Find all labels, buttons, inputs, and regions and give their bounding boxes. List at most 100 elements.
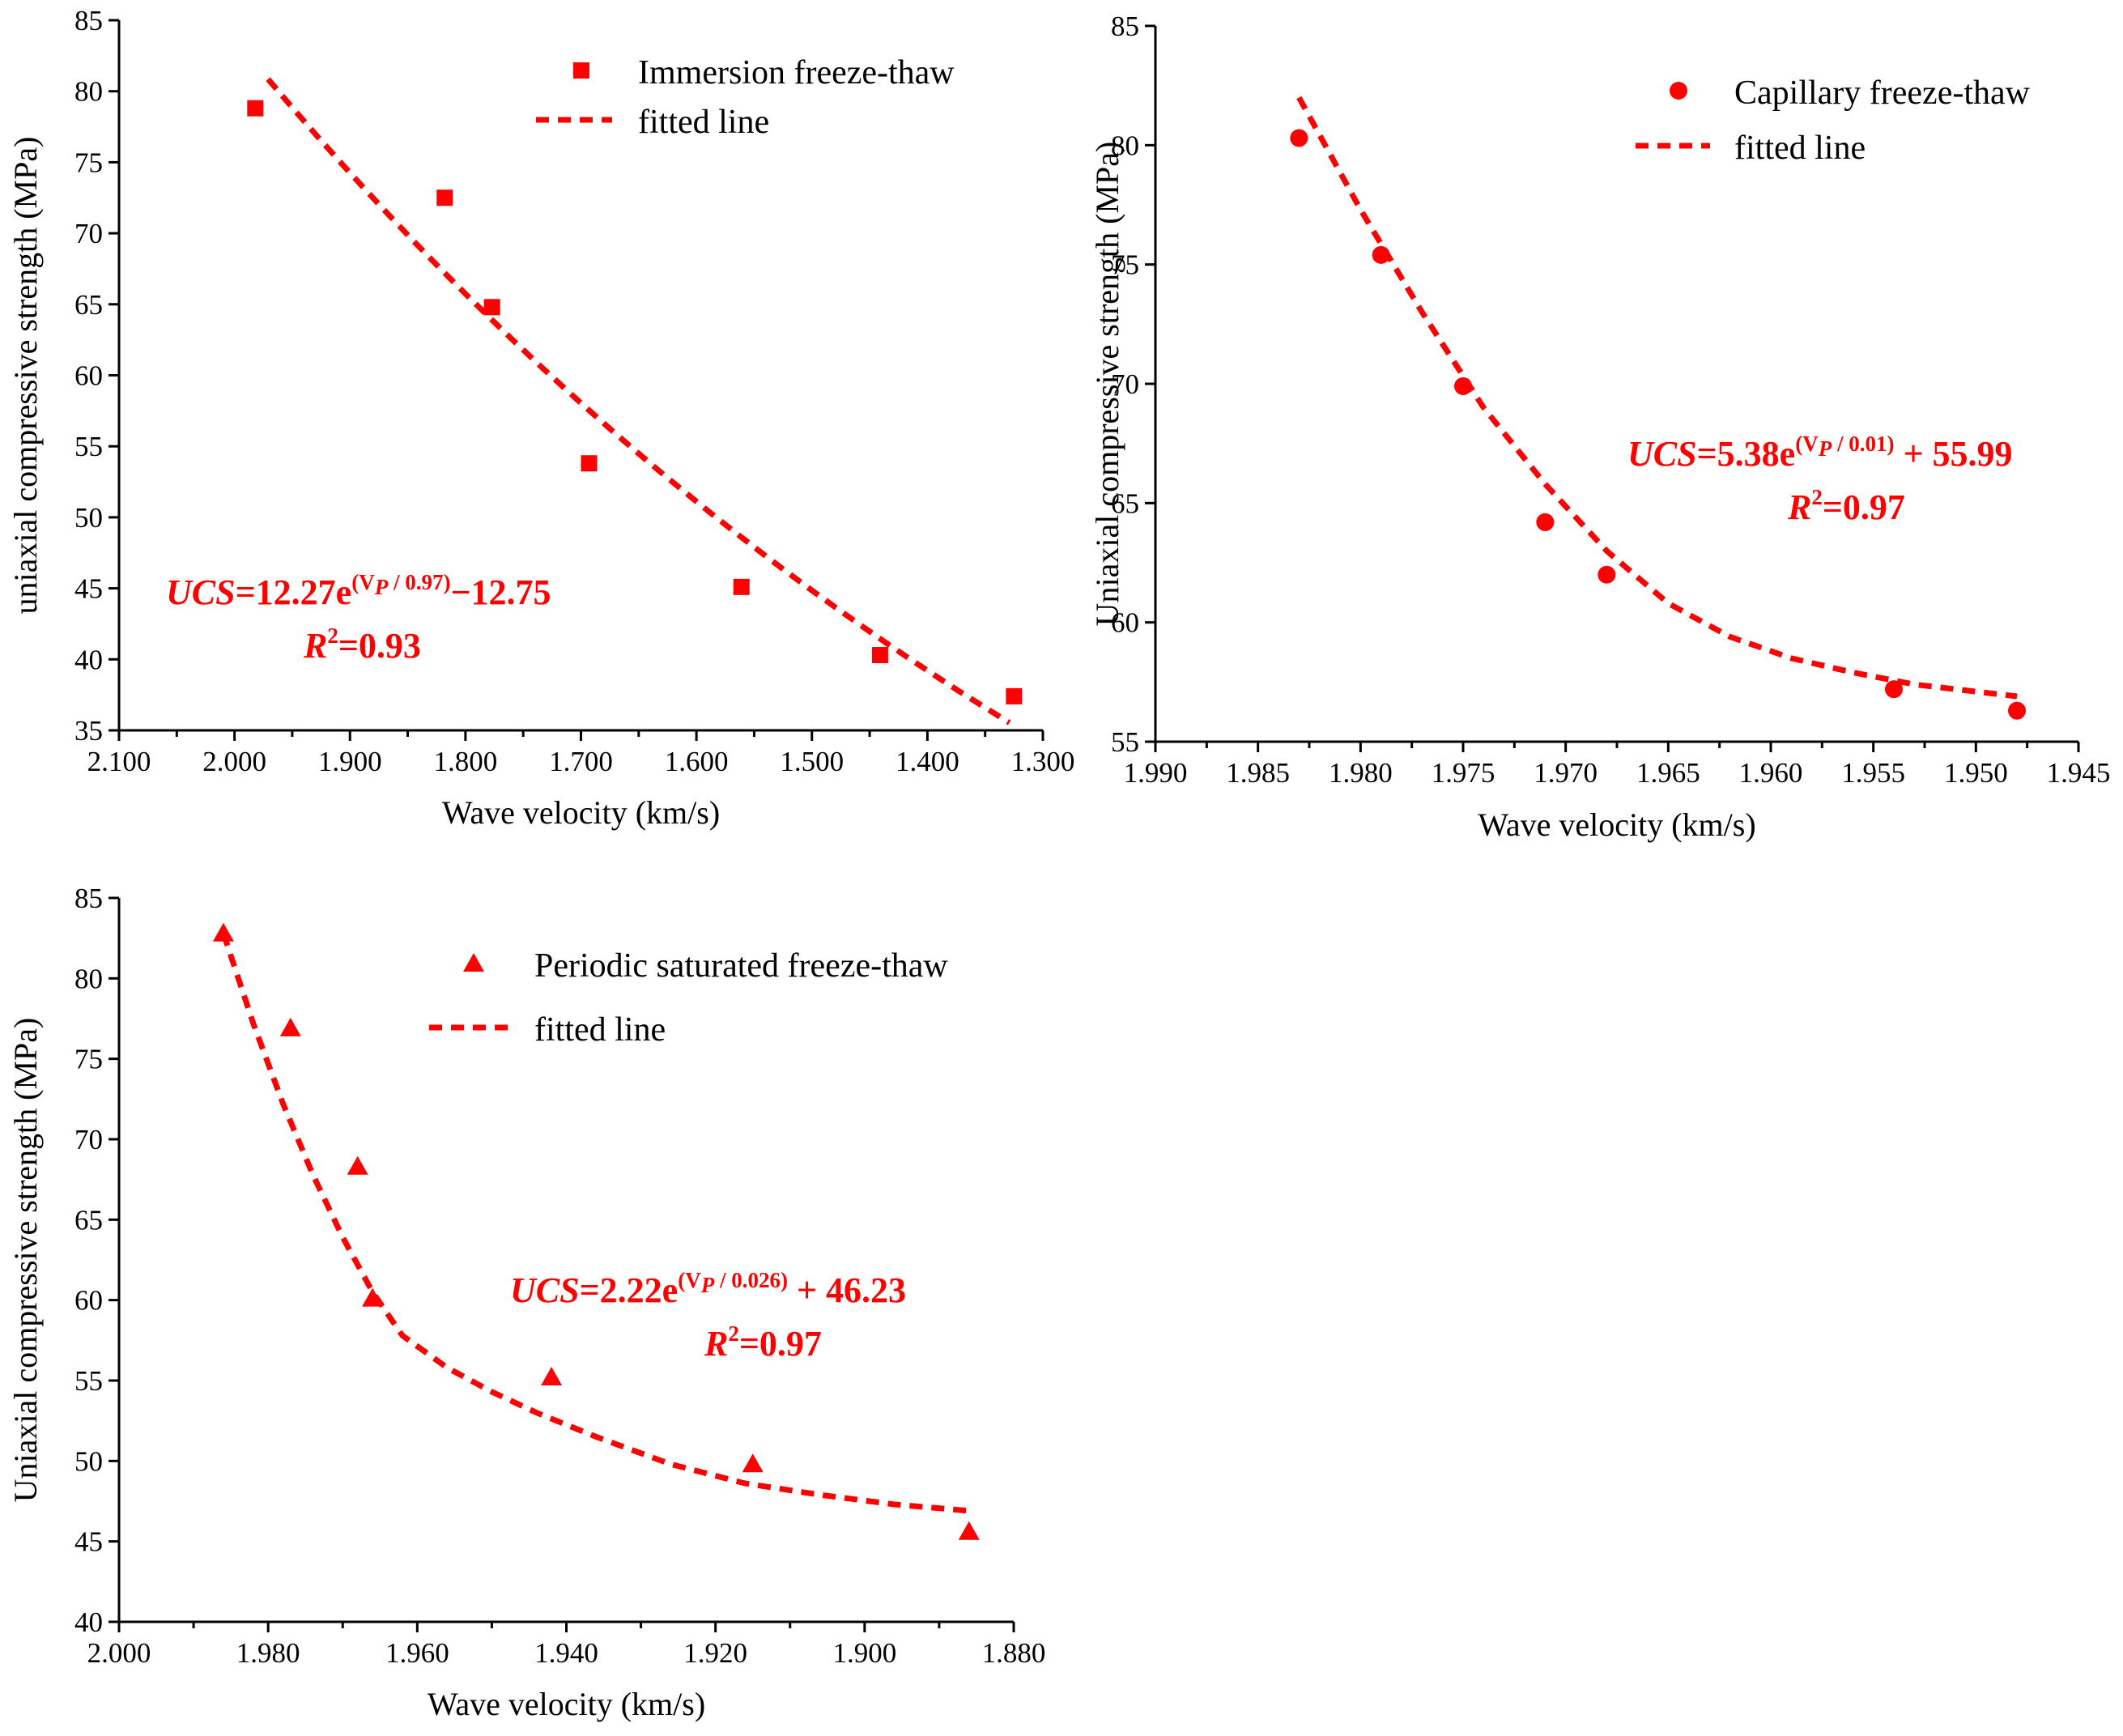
data-point [1885, 680, 1903, 699]
y-tick-label: 70 [74, 1124, 103, 1155]
data-point [279, 1017, 301, 1036]
data-point [1372, 245, 1390, 264]
data-point [742, 1453, 764, 1473]
legend-label-fit: fitted line [638, 104, 769, 141]
y-tick-label: 40 [74, 1606, 103, 1638]
y-tick-label: 65 [74, 289, 103, 321]
y-tick-label: 50 [74, 502, 103, 534]
x-tick-label: 2.000 [202, 746, 266, 777]
legend: Capillary freeze-thaw fitted line [1636, 74, 2031, 167]
legend-label-points: Immersion freeze-thaw [638, 54, 955, 91]
data-point [541, 1367, 563, 1386]
r-squared: R2=0.93 [303, 623, 421, 666]
y-tick-label: 60 [74, 360, 103, 392]
x-tick-label: 1.940 [534, 1637, 598, 1669]
y-axis-title: Uniaxial compressive strength (MPa) [1089, 142, 1125, 627]
fitted-line [220, 932, 970, 1514]
x-tick-label: 1.920 [683, 1637, 747, 1669]
x-axis-title: Wave velocity (km/s) [1478, 806, 1755, 843]
x-tick-label: 1.900 [318, 746, 382, 777]
y-tick-label: 35 [74, 715, 103, 747]
x-tick-label: 1.980 [236, 1637, 300, 1669]
x-tick-label: 1.960 [385, 1637, 449, 1669]
data-point [362, 1287, 384, 1307]
chart-panel-top-left: 35 40 45 50 55 60 65 70 75 80 85 2.100 2.000 1.900 1.8… [7, 5, 1074, 831]
data-point [871, 647, 888, 664]
x-tick-label: 1.300 [1011, 746, 1075, 777]
data-point [1006, 687, 1023, 704]
x-tick-label: 1.965 [1636, 757, 1700, 789]
data-point [958, 1521, 980, 1540]
y-tick-label: 55 [1111, 726, 1139, 758]
x-tick-label: 1.400 [896, 746, 959, 777]
y-tick-label: 75 [1111, 249, 1139, 281]
x-tick-label: 1.700 [549, 746, 613, 777]
legend: Periodic saturated freeze-thaw fitted lin… [429, 947, 948, 1049]
y-tick-label: 45 [74, 573, 103, 605]
legend-marker [573, 62, 589, 79]
x-tick-label: 1.970 [1534, 757, 1598, 789]
y-tick-label: 45 [74, 1526, 103, 1558]
y-tick-label: 80 [74, 963, 103, 994]
x-tick-label: 1.955 [1841, 757, 1905, 789]
legend-marker [463, 953, 484, 972]
data-point [2008, 701, 2026, 720]
y-axis-title: uniaxial compressive strength (MPa) [7, 137, 44, 615]
data-point [733, 578, 750, 595]
x-tick-label: 1.800 [434, 746, 498, 777]
legend: Immersion freeze-thaw fitted line [536, 54, 955, 141]
y-tick-label: 80 [74, 76, 103, 108]
y-axis-title: Uniaxial compressive strength (MPa) [7, 1018, 44, 1503]
data-point [483, 299, 500, 316]
legend-label-fit: fitted line [534, 1011, 666, 1049]
x-tick-label: 1.960 [1739, 757, 1803, 789]
data-point [1536, 513, 1555, 531]
y-tick-label: 55 [74, 431, 103, 462]
x-tick-label: 1.985 [1226, 757, 1290, 789]
y-tick-label: 65 [1111, 487, 1139, 519]
data-point [212, 922, 234, 942]
data-point [247, 100, 264, 117]
chart-panel-top-right: 55 60 65 70 75 80 85 1.990 1.985 1.980 1.975 1.970 1… [1089, 11, 2110, 843]
data-point [1290, 129, 1308, 147]
fit-equation: UCS=5.38e(VP / 0.01) + 55.99 [1627, 432, 2013, 474]
x-axis-title: Wave velocity (km/s) [428, 1686, 705, 1722]
x-tick-label: 2.100 [87, 746, 151, 777]
data-point [1598, 565, 1616, 584]
data-point [347, 1155, 368, 1175]
legend-marker [1670, 82, 1687, 100]
x-tick-label: 1.980 [1329, 757, 1393, 789]
x-tick-label: 1.945 [2047, 757, 2111, 789]
data-point [581, 455, 598, 472]
x-tick-label: 1.500 [780, 746, 844, 777]
legend-label-points: Periodic saturated freeze-thaw [534, 947, 948, 985]
fit-equation: UCS=12.27e(VP / 0.97)−12.75 [166, 570, 551, 612]
y-tick-label: 40 [74, 644, 103, 675]
legend-label-fit: fitted line [1734, 130, 1866, 167]
x-tick-label: 1.900 [832, 1637, 896, 1669]
x-tick-label: 1.975 [1432, 757, 1495, 789]
y-tick-label: 85 [74, 883, 103, 914]
data-point [1454, 377, 1472, 395]
y-tick-label: 85 [1111, 11, 1139, 42]
y-tick-label: 65 [74, 1204, 103, 1236]
x-tick-label: 1.990 [1124, 757, 1188, 789]
chart-panel-bottom-left: 40 45 50 55 60 65 70 75 80 85 2.000 1.980 1.960 1.940… [7, 883, 1045, 1722]
legend-label-points: Capillary freeze-thaw [1734, 74, 2031, 112]
fitted-line [1296, 96, 2018, 700]
y-tick-label: 80 [1111, 130, 1139, 161]
data-point [436, 189, 453, 206]
r-squared: R2=0.97 [1787, 485, 1905, 527]
y-tick-label: 60 [74, 1285, 103, 1317]
x-tick-label: 1.880 [982, 1637, 1046, 1669]
fitted-line [266, 77, 1011, 725]
y-tick-label: 60 [1111, 607, 1139, 639]
x-tick-label: 2.000 [87, 1637, 151, 1669]
x-tick-label: 1.600 [665, 746, 729, 777]
y-tick-label: 50 [74, 1445, 103, 1477]
y-tick-label: 75 [74, 1044, 103, 1075]
x-tick-label: 1.950 [1944, 757, 2008, 789]
y-tick-label: 75 [74, 147, 103, 178]
x-axis-title: Wave velocity (km/s) [442, 794, 720, 831]
